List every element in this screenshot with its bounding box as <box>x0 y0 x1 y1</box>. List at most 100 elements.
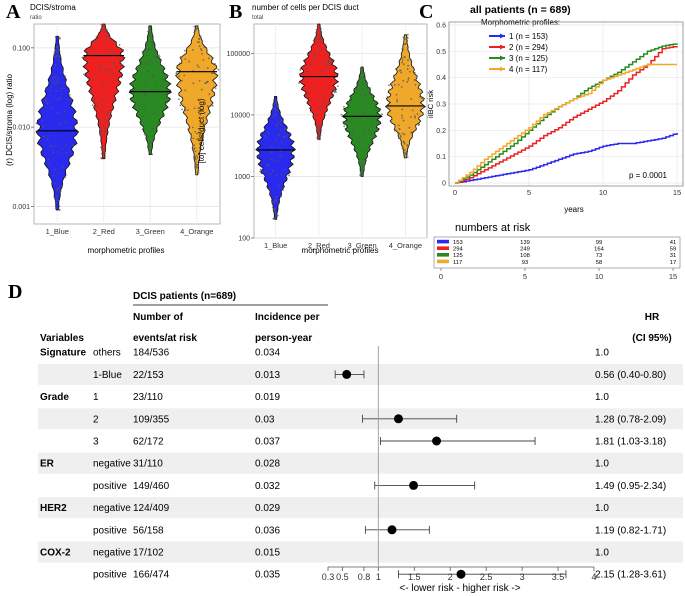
jitter-point <box>142 115 145 118</box>
jitter-point <box>316 127 319 129</box>
jitter-point <box>193 107 196 110</box>
risk-table-box <box>433 236 681 269</box>
jitter-point <box>400 57 403 59</box>
y-tick-label: 0.2 <box>436 128 446 135</box>
jitter-point <box>275 102 278 105</box>
jitter-point <box>61 148 63 150</box>
jitter-point <box>343 125 346 128</box>
jitter-point <box>365 102 367 105</box>
jitter-point <box>366 149 368 152</box>
jitter-point <box>72 144 75 147</box>
jitter-point <box>363 158 366 161</box>
jitter-point <box>272 208 275 211</box>
jitter-point <box>316 137 319 140</box>
risk-row-swatch <box>437 239 449 244</box>
jitter-point <box>270 145 273 148</box>
jitter-point <box>398 70 401 72</box>
jitter-point <box>363 72 366 75</box>
x-tick-label: 4_Orange <box>389 241 422 250</box>
x-tick-label: 2_Red <box>308 241 330 250</box>
jitter-point <box>178 98 180 100</box>
row-level: positive <box>93 525 127 536</box>
jitter-point <box>100 85 103 88</box>
jitter-point <box>356 86 359 89</box>
jitter-point <box>120 59 122 62</box>
row-hr: 0.56 (0.40-0.80) <box>595 370 666 381</box>
jitter-point <box>47 134 49 137</box>
jitter-point <box>200 49 203 52</box>
jitter-point <box>194 156 196 158</box>
jitter-point <box>368 92 371 95</box>
jitter-point <box>99 131 102 134</box>
jitter-point <box>140 61 143 63</box>
jitter-point <box>111 81 113 84</box>
jitter-point <box>56 111 59 114</box>
jitter-point <box>118 47 121 49</box>
jitter-point <box>48 162 51 165</box>
jitter-point <box>355 88 358 91</box>
jitter-point <box>324 43 327 46</box>
violin-1_Blue <box>255 96 297 220</box>
jitter-point <box>409 70 411 73</box>
jitter-point <box>120 76 123 79</box>
jitter-point <box>278 155 281 158</box>
jitter-point <box>359 68 362 70</box>
jitter-point <box>197 169 200 172</box>
row-hr: 1.0 <box>595 459 609 470</box>
y-tick-label: 0.100 <box>12 45 30 52</box>
jitter-point <box>313 53 316 56</box>
jitter-point <box>259 168 262 171</box>
jitter-point <box>149 59 152 62</box>
jitter-point <box>179 56 182 58</box>
jitter-point <box>406 37 409 39</box>
jitter-point <box>319 35 322 38</box>
jitter-point <box>313 54 316 57</box>
jitter-point <box>103 68 106 71</box>
jitter-point <box>370 133 373 136</box>
jitter-point <box>52 76 55 79</box>
chart-a-ylabel: (r) DCIS/stroma (log) ratio <box>5 73 14 166</box>
jitter-point <box>102 90 105 93</box>
jitter-point <box>137 89 140 92</box>
y-tick-label: 100000 <box>227 51 250 58</box>
jitter-point <box>277 105 280 108</box>
jitter-point <box>302 64 305 67</box>
jitter-point <box>158 121 160 123</box>
jitter-point <box>54 76 57 78</box>
risk-tick-label: 15 <box>669 272 677 281</box>
jitter-point <box>97 40 100 42</box>
jitter-point <box>106 113 109 115</box>
jitter-point <box>44 97 47 99</box>
x-tick-label: 0.5 <box>336 572 349 582</box>
jitter-point <box>214 63 216 65</box>
jitter-point <box>402 140 405 143</box>
jitter-point <box>361 172 363 175</box>
jitter-point <box>290 133 292 136</box>
jitter-point <box>325 65 328 68</box>
jitter-point <box>315 125 318 128</box>
row-level: 2 <box>93 414 99 425</box>
row-level: positive <box>93 570 127 581</box>
jitter-point <box>47 138 49 141</box>
jitter-point <box>64 176 66 179</box>
jitter-point <box>408 126 411 129</box>
jitter-point <box>155 56 158 59</box>
jitter-point <box>285 135 288 137</box>
jitter-point <box>150 145 153 148</box>
jitter-point <box>47 102 49 104</box>
jitter-point <box>279 150 282 153</box>
jitter-point <box>187 109 189 111</box>
jitter-point <box>144 50 147 53</box>
jitter-point <box>378 121 381 123</box>
jitter-point <box>357 140 360 143</box>
jitter-point <box>274 199 277 202</box>
jitter-point <box>153 110 156 113</box>
jitter-point <box>270 158 272 161</box>
jitter-point <box>406 68 409 71</box>
jitter-point <box>361 88 364 90</box>
jitter-point <box>316 136 319 138</box>
jitter-point <box>280 195 282 198</box>
jitter-point <box>135 80 138 82</box>
jitter-point <box>58 205 61 208</box>
jitter-point <box>275 216 277 219</box>
